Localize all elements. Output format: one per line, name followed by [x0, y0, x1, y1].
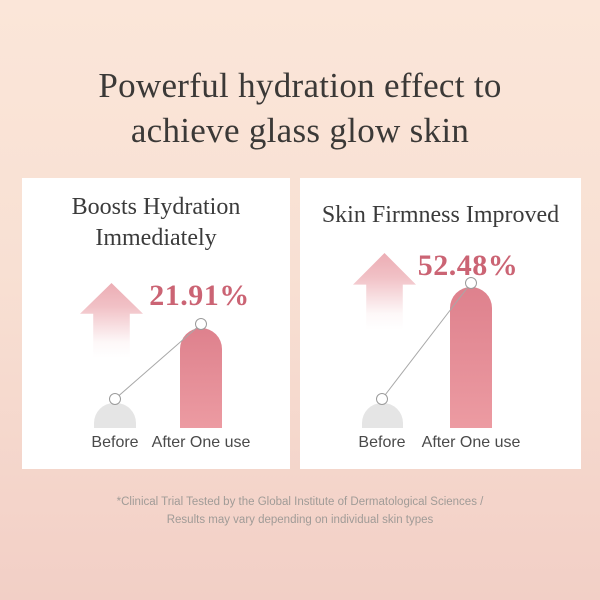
- disclaimer-text: *Clinical Trial Tested by the Global Ins…: [0, 494, 600, 530]
- data-point-marker-before: [376, 393, 388, 405]
- data-point-marker-after: [465, 277, 477, 289]
- arrow-up-icon: [353, 253, 416, 334]
- data-point-marker-after: [195, 318, 207, 330]
- disclaimer-line2: Results may vary depending on individual…: [166, 513, 434, 526]
- page-title: Powerful hydration effect to achieve glas…: [0, 64, 600, 154]
- card-heading: Boosts Hydration Immediately: [71, 194, 241, 252]
- bar-after: [180, 328, 222, 428]
- bar-before: [361, 403, 403, 428]
- percent-value: 21.91%: [149, 279, 250, 312]
- firmness-card: Skin Firmness Improved 52.48% Before Aft…: [300, 178, 581, 469]
- bar-before: [94, 403, 136, 428]
- hydration-card: Boosts Hydration Immediately 21.91% Befo…: [22, 178, 290, 469]
- bar-label-after: After One use: [421, 434, 521, 451]
- disclaimer-line1: *Clinical Trial Tested by the Global Ins…: [116, 496, 484, 508]
- page-title-line2: achieve glass glow skin: [130, 110, 470, 150]
- data-point-marker-before: [109, 393, 121, 405]
- bar-label-before: Before: [358, 434, 406, 451]
- percent-value: 52.48%: [417, 249, 519, 282]
- page-title-line1: Powerful hydration effect to: [98, 66, 502, 105]
- bar-label-after: After One use: [151, 434, 251, 451]
- card-heading: Skin Firmness Improved: [321, 202, 560, 228]
- bar-after: [450, 287, 492, 428]
- bar-label-before: Before: [91, 434, 139, 451]
- arrow-up-icon: [80, 283, 143, 362]
